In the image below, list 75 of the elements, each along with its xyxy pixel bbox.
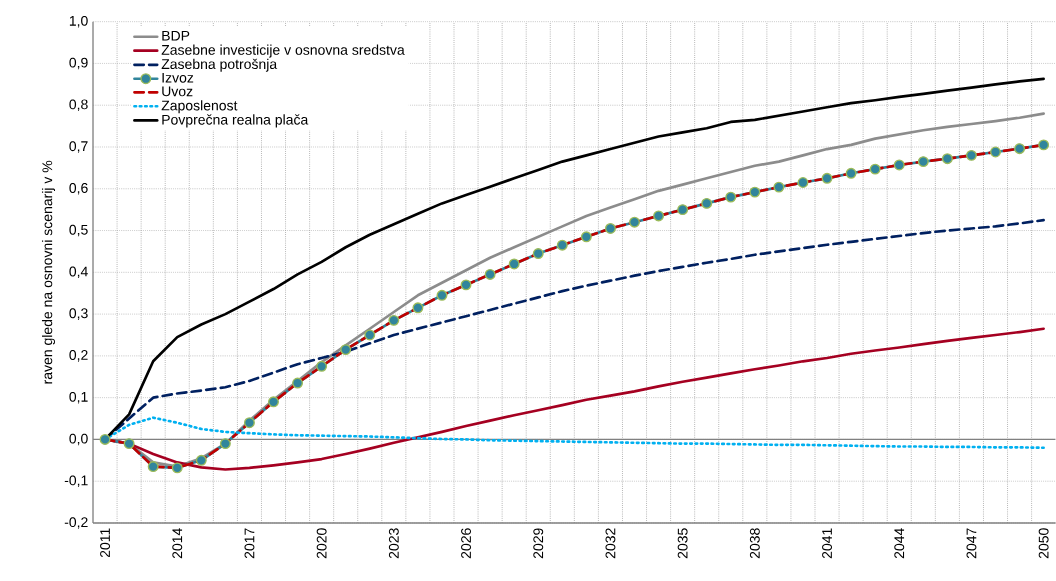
point (171, 462, 183, 474)
point (1014, 143, 1026, 155)
y-tick-label: 1,0 (69, 15, 88, 28)
point (123, 438, 135, 450)
x-tick-label: 2029 (533, 528, 544, 559)
point (869, 163, 881, 175)
y-tick-label: 0,5 (69, 224, 88, 237)
legend-label: Povprečna realna plača (162, 114, 309, 128)
y-axis-title: raven glede na osnovni scenarij v % (41, 160, 56, 384)
point (484, 268, 496, 280)
y-tick-label: 0,3 (69, 308, 88, 320)
legend-label: BDP (162, 30, 190, 41)
point (677, 204, 689, 216)
point (725, 191, 737, 203)
x-tick-label: 2032 (605, 528, 616, 559)
point (941, 153, 953, 165)
x-tick-label: 2041 (822, 528, 832, 559)
point (917, 156, 929, 168)
legend-label: Zasebne investicije v osnovna sredstva (161, 44, 405, 58)
x-tick-label: 2035 (677, 528, 688, 559)
point (508, 258, 520, 270)
y-tick-label: 0,0 (69, 433, 88, 446)
point (219, 438, 231, 450)
point (316, 360, 328, 372)
point (243, 417, 255, 429)
point (845, 167, 857, 179)
y-tick-label: 0,9 (69, 57, 88, 70)
x-tick-label: 2017 (244, 528, 255, 559)
point (556, 239, 568, 251)
point (604, 222, 616, 234)
point (99, 433, 111, 445)
y-tick-label: 0,6 (69, 182, 88, 195)
point (147, 461, 159, 473)
point (436, 289, 448, 301)
y-tick-label: -0,1 (64, 475, 88, 487)
point (340, 344, 352, 356)
point (653, 210, 665, 222)
point (412, 302, 424, 314)
point (388, 314, 400, 326)
point (701, 197, 713, 209)
x-tick-label: 2014 (172, 528, 183, 559)
point (990, 146, 1001, 158)
x-tick-label: 2050 (1038, 528, 1049, 559)
y-tick-label: 0,7 (69, 141, 88, 153)
y-tick-label: 0,8 (69, 99, 88, 111)
y-tick-label: 0,2 (69, 350, 88, 362)
x-tick-label: 2020 (316, 528, 327, 559)
x-tick-label: 2026 (461, 528, 472, 559)
point (195, 454, 207, 466)
y-tick-label: -0,2 (64, 517, 88, 529)
legend-label: Izvoz (162, 72, 194, 83)
point (1038, 139, 1050, 151)
legend-label: Zaposlenost (161, 100, 238, 114)
legend-label: Uvoz (162, 86, 193, 97)
point (893, 159, 905, 171)
point (532, 248, 544, 259)
y-tick-label: 0,1 (69, 391, 88, 404)
point (965, 149, 977, 161)
point (749, 186, 761, 198)
x-tick-label: 2047 (966, 528, 977, 559)
point (364, 329, 376, 341)
point (629, 216, 640, 228)
point (797, 177, 809, 188)
x-tick-label: 2044 (894, 528, 905, 559)
point (460, 279, 472, 291)
point (292, 377, 304, 389)
point (268, 396, 279, 408)
y-tick-label: 0,4 (69, 266, 88, 279)
x-tick-label: 2023 (388, 528, 399, 559)
point (773, 181, 785, 193)
x-tick-label: 2038 (749, 528, 760, 559)
x-tick-label: 2011 (100, 528, 111, 558)
point (580, 231, 592, 243)
legend-label: Zasebna potrošnja (161, 58, 278, 72)
point (821, 172, 833, 184)
